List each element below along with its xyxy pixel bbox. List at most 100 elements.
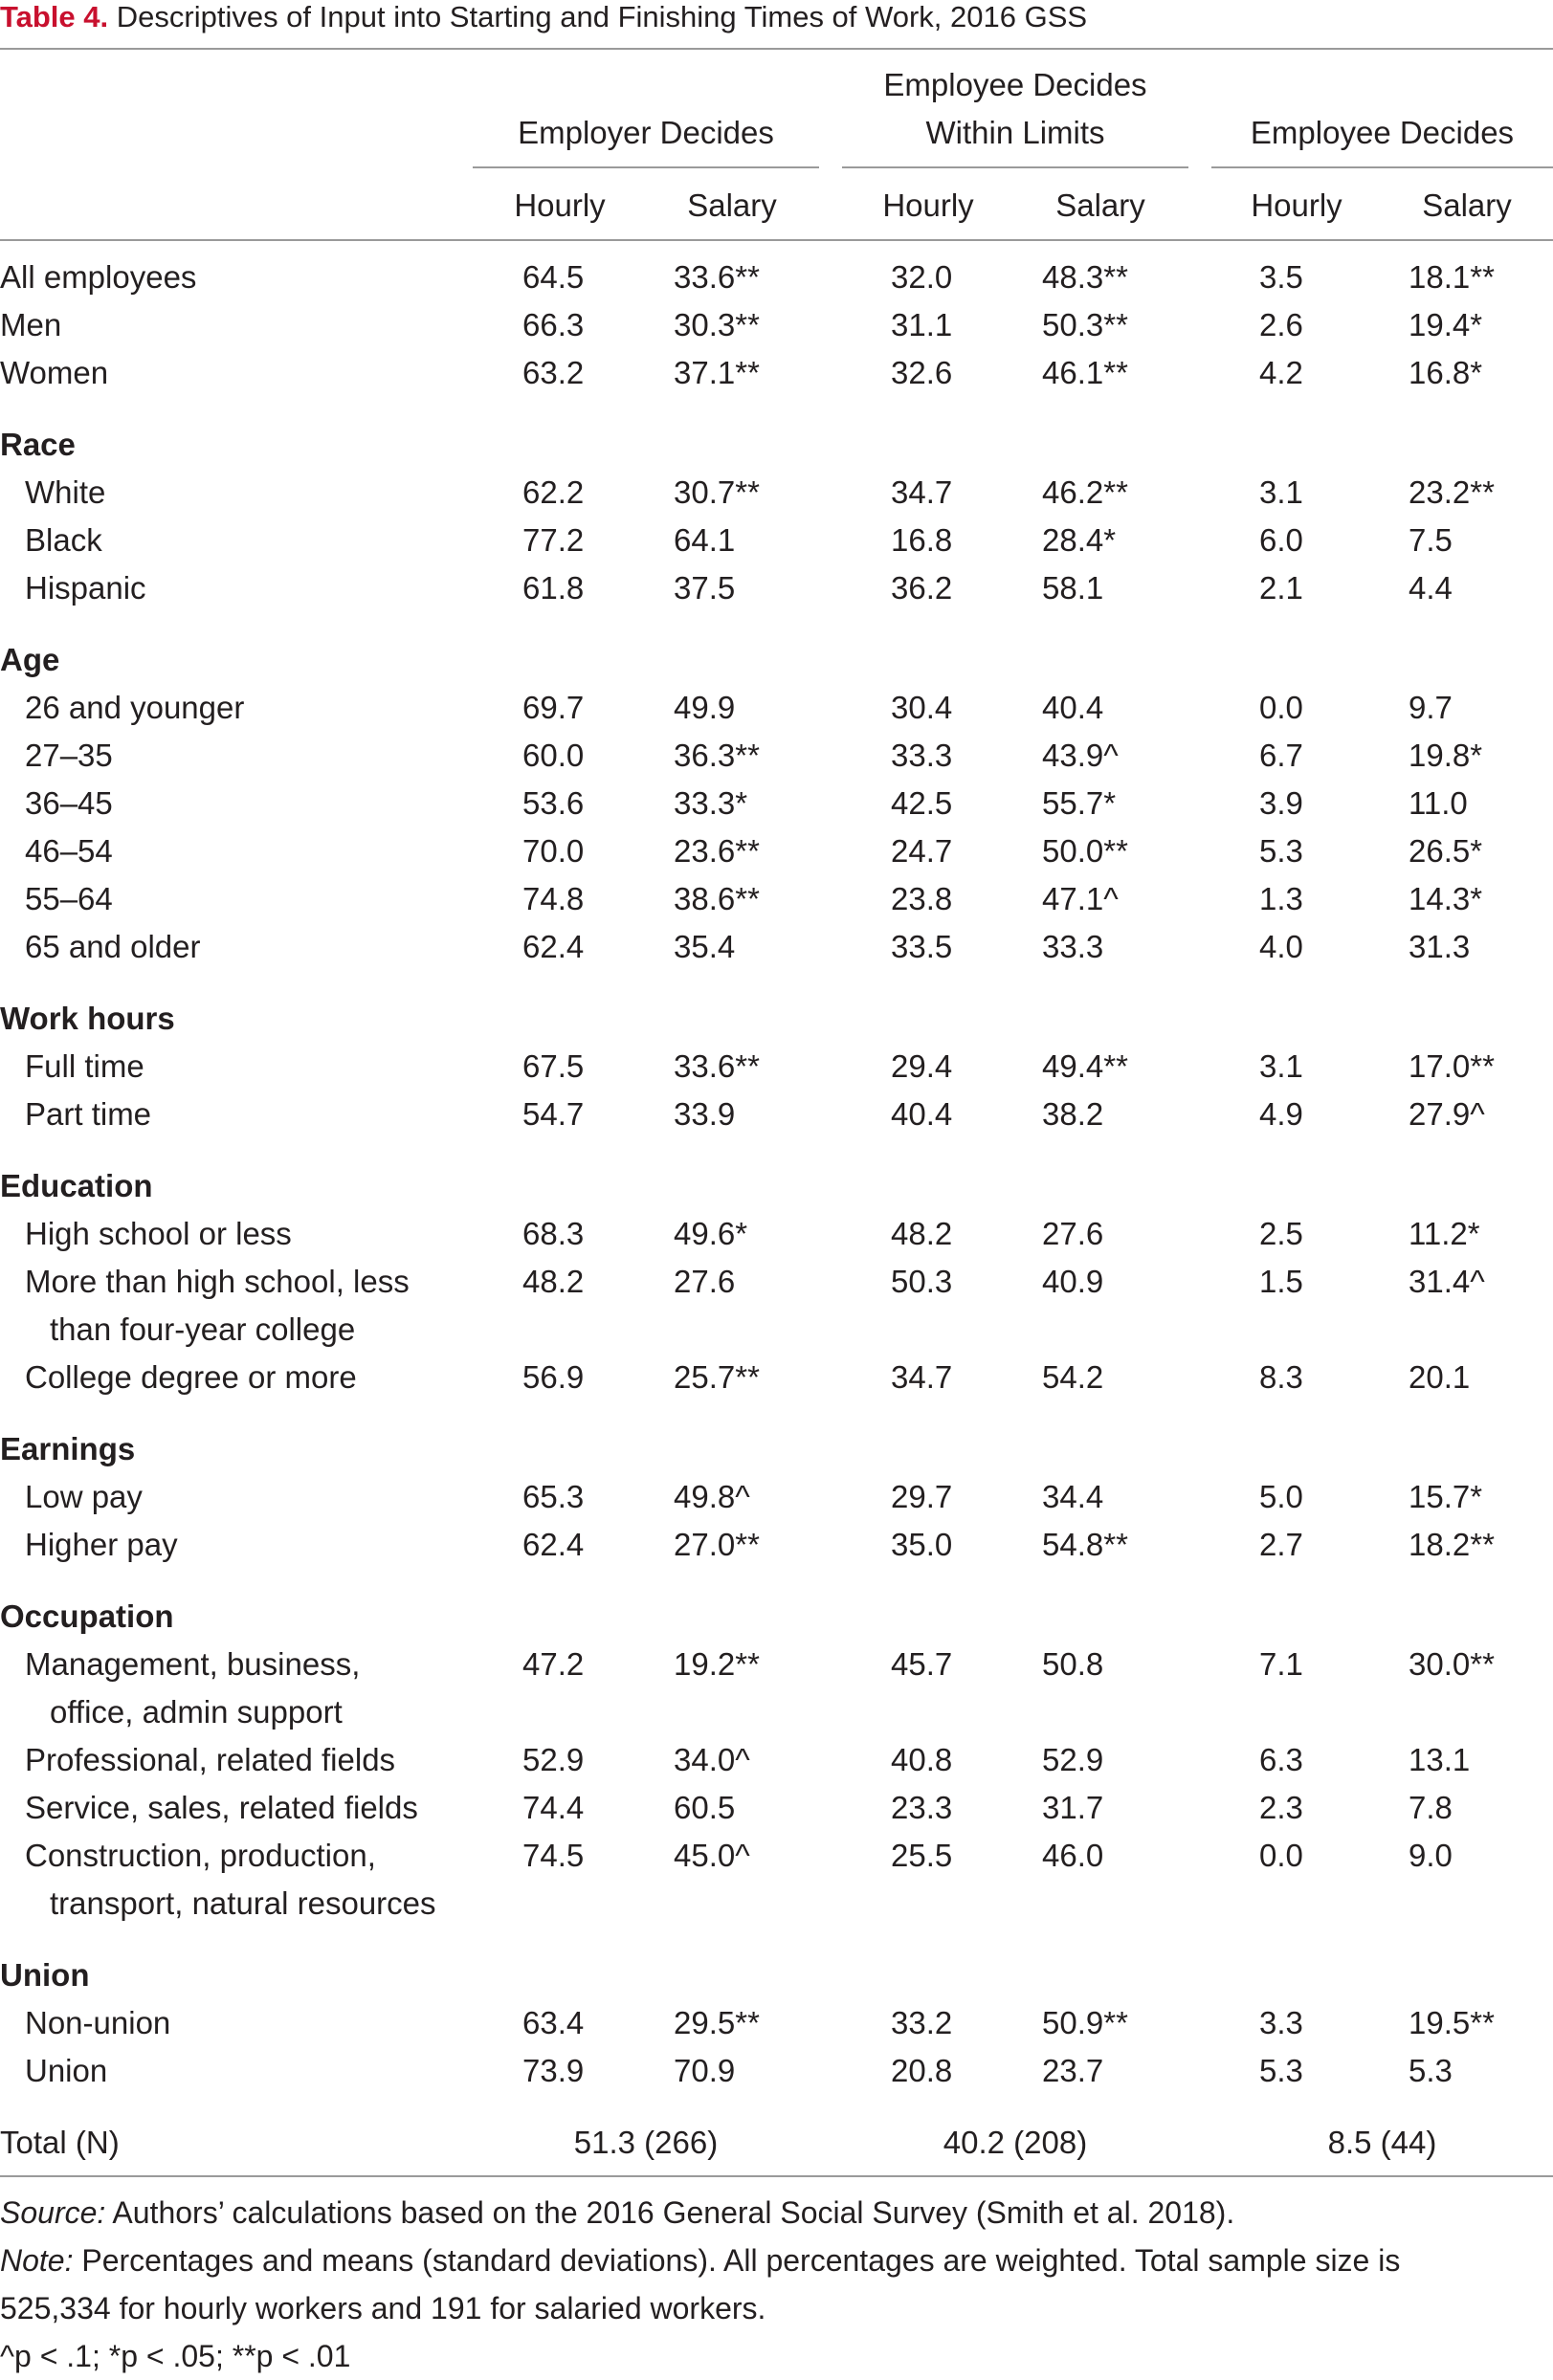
data-cell: 46.1**	[1042, 355, 1128, 390]
data-cell: 47.2	[522, 1646, 585, 1682]
data-cell: 49.8^	[674, 1479, 750, 1514]
data-cell: 33.2	[891, 2005, 953, 2040]
group-rule-employee	[1211, 166, 1553, 168]
data-cell: 63.4	[522, 2005, 585, 2040]
group-header-within-limits-line2: Within Limits	[925, 115, 1105, 150]
data-cell: 24.7	[891, 833, 953, 869]
data-cell: 20.8	[891, 2053, 953, 2088]
data-cell: 45.7	[891, 1646, 953, 1682]
data-cell: 38.6**	[674, 881, 760, 916]
data-cell: 35.4	[674, 929, 736, 964]
row-label: Management, business,	[25, 1646, 361, 1682]
total-label: Total (N)	[0, 2125, 120, 2160]
note-label: Note:	[0, 2243, 74, 2278]
data-cell: 1.3	[1259, 881, 1303, 916]
data-cell: 49.4**	[1042, 1048, 1128, 1084]
data-cell: 77.2	[522, 522, 585, 558]
data-cell: 62.4	[522, 929, 585, 964]
data-cell: 48.3**	[1042, 259, 1128, 295]
data-cell: 55.7*	[1042, 785, 1117, 821]
row-label: 27–35	[25, 738, 113, 773]
row-label: More than high school, less	[25, 1264, 410, 1299]
total-value: 40.2 (208)	[943, 2125, 1088, 2160]
data-cell: 27.0**	[674, 1527, 760, 1562]
data-cell: 70.9	[674, 2053, 736, 2088]
row-label-continued: office, admin support	[50, 1694, 343, 1730]
row-label: Black	[25, 522, 102, 558]
data-cell: 32.6	[891, 355, 953, 390]
data-cell: 18.1**	[1409, 259, 1495, 295]
data-cell: 23.2**	[1409, 474, 1495, 510]
data-cell: 7.5	[1409, 522, 1453, 558]
data-cell: 63.2	[522, 355, 585, 390]
data-cell: 52.9	[1042, 1742, 1104, 1777]
data-cell: 73.9	[522, 2053, 585, 2088]
data-cell: 29.7	[891, 1479, 953, 1514]
data-cell: 27.9^	[1409, 1096, 1485, 1132]
row-label: Service, sales, related fields	[25, 1790, 418, 1825]
data-cell: 16.8*	[1409, 355, 1483, 390]
source-note: Source: Authors’ calculations based on t…	[0, 2189, 1234, 2237]
data-cell: 66.3	[522, 307, 585, 342]
data-cell: 33.3	[891, 738, 953, 773]
section-heading: Work hours	[0, 1001, 175, 1036]
data-cell: 33.3*	[674, 785, 748, 821]
row-label: 65 and older	[25, 929, 201, 964]
data-cell: 69.7	[522, 690, 585, 725]
row-label: Full time	[25, 1048, 144, 1084]
data-cell: 23.6**	[674, 833, 760, 869]
data-cell: 33.3	[1042, 929, 1104, 964]
data-cell: 31.3	[1409, 929, 1471, 964]
data-cell: 74.5	[522, 1838, 585, 1873]
data-cell: 5.3	[1259, 2053, 1303, 2088]
subheader-hourly: Hourly	[882, 187, 974, 223]
data-cell: 45.0^	[674, 1838, 750, 1873]
data-cell: 31.4^	[1409, 1264, 1485, 1299]
data-cell: 46.0	[1042, 1838, 1104, 1873]
data-cell: 61.8	[522, 570, 585, 606]
data-cell: 27.6	[674, 1264, 736, 1299]
data-cell: 40.4	[891, 1096, 953, 1132]
significance-note: ^p < .1; *p < .05; **p < .01	[0, 2339, 351, 2373]
data-cell: 0.0	[1259, 1838, 1303, 1873]
section-heading: Race	[0, 427, 76, 462]
data-cell: 27.6	[1042, 1216, 1104, 1251]
row-label: 26 and younger	[25, 690, 245, 725]
subheader-salary: Salary	[687, 187, 777, 223]
row-label: 55–64	[25, 881, 113, 916]
data-cell: 62.2	[522, 474, 585, 510]
row-label: Union	[25, 2053, 108, 2088]
data-cell: 4.2	[1259, 355, 1303, 390]
data-cell: 40.4	[1042, 690, 1104, 725]
data-cell: 40.8	[891, 1742, 953, 1777]
data-cell: 64.1	[674, 522, 736, 558]
group-header-employer: Employer Decides	[518, 115, 774, 150]
data-cell: 49.6*	[674, 1216, 748, 1251]
data-cell: 54.2	[1042, 1359, 1104, 1395]
data-cell: 53.6	[522, 785, 585, 821]
row-label: College degree or more	[25, 1359, 357, 1395]
section-heading: Age	[0, 642, 60, 677]
data-cell: 1.5	[1259, 1264, 1303, 1299]
data-cell: 7.8	[1409, 1790, 1453, 1825]
data-cell: 62.4	[522, 1527, 585, 1562]
data-cell: 11.2*	[1409, 1216, 1480, 1251]
data-cell: 49.9	[674, 690, 736, 725]
subheader-salary: Salary	[1055, 187, 1145, 223]
data-cell: 38.2	[1042, 1096, 1104, 1132]
data-cell: 30.4	[891, 690, 953, 725]
data-cell: 23.8	[891, 881, 953, 916]
data-cell: 2.3	[1259, 1790, 1303, 1825]
data-cell: 74.8	[522, 881, 585, 916]
data-cell: 4.4	[1409, 570, 1453, 606]
section-heading: Education	[0, 1168, 153, 1203]
data-cell: 11.0	[1409, 785, 1468, 821]
data-cell: 33.9	[674, 1096, 736, 1132]
table-number: Table 4.	[0, 0, 109, 33]
data-cell: 19.5**	[1409, 2005, 1495, 2040]
data-cell: 37.1**	[674, 355, 760, 390]
total-value: 8.5 (44)	[1327, 2125, 1437, 2160]
row-label: Higher pay	[25, 1527, 178, 1562]
row-label: Construction, production,	[25, 1838, 376, 1873]
